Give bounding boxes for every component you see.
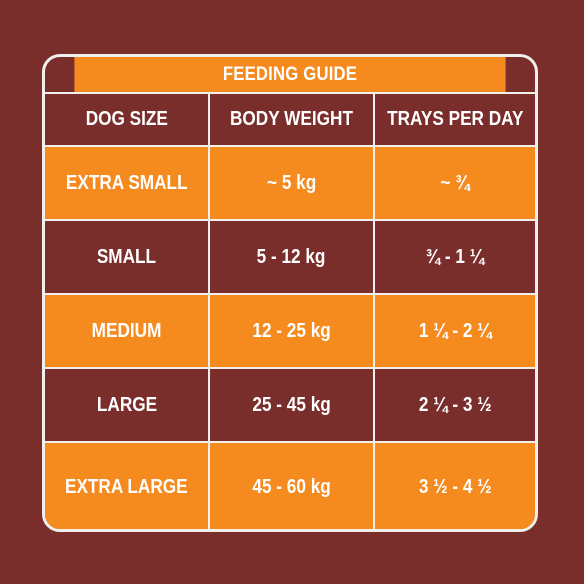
trays-per-day-cell: 2 ¼ - 3 ½ — [418, 393, 492, 416]
body-weight-cell: 5 - 12 kg — [210, 221, 375, 293]
dog-size-cell: LARGE — [45, 369, 210, 441]
dog-size-cell: EXTRA SMALL — [45, 147, 210, 219]
table-row: EXTRA SMALL ~ 5 kg ~ ¾ — [45, 145, 535, 219]
table-row: LARGE 25 - 45 kg 2 ¼ - 3 ½ — [45, 367, 535, 441]
table-row: EXTRA LARGE 45 - 60 kg 3 ½ - 4 ½ — [45, 441, 535, 529]
body-weight-cell: 12 - 25 kg — [210, 295, 375, 367]
body-weight-cell: 45 - 60 kg — [210, 443, 375, 529]
body-weight-cell: ~ 5 kg — [210, 147, 375, 219]
table-row: MEDIUM 12 - 25 kg 1 ¼ - 2 ¼ — [45, 293, 535, 367]
dog-size-cell: MEDIUM — [45, 295, 210, 367]
feeding-guide-table: FEEDING GUIDE DOG SIZE BODY WEIGHT TRAYS… — [42, 54, 538, 532]
dog-size-cell: SMALL — [45, 221, 210, 293]
table-row: SMALL 5 - 12 kg ¾ - 1 ¼ — [45, 219, 535, 293]
trays-per-day-cell: 3 ½ - 4 ½ — [418, 476, 492, 498]
header-row: DOG SIZE BODY WEIGHT TRAYS PER DAY — [45, 92, 535, 145]
header-body-weight: BODY WEIGHT — [210, 94, 375, 145]
dog-size-cell: EXTRA LARGE — [45, 443, 210, 529]
trays-per-day-cell: ~ ¾ — [440, 171, 470, 194]
table-title: FEEDING GUIDE — [74, 57, 506, 92]
header-dog-size: DOG SIZE — [45, 94, 210, 145]
trays-per-day-cell: 1 ¼ - 2 ¼ — [418, 319, 492, 342]
header-trays-per-day: TRAYS PER DAY — [386, 108, 524, 130]
body-weight-cell: 25 - 45 kg — [210, 369, 375, 441]
trays-per-day-cell: ¾ - 1 ¼ — [425, 245, 485, 268]
